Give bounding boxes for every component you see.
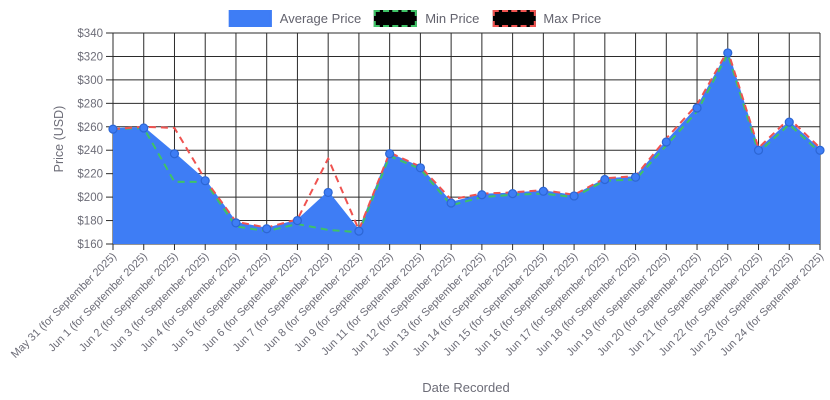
y-axis-tick-label: $160 [77, 239, 103, 251]
y-axis-tick-label: $280 [77, 98, 103, 110]
average-price-marker [538, 186, 548, 196]
chart-legend: Average Price Min Price Max Price [228, 10, 601, 27]
average-price-marker [292, 215, 303, 226]
y-axis-tick-label: $200 [77, 192, 103, 204]
min-price-legend-label: Min Price [425, 11, 480, 26]
y-axis-tick-label: $320 [77, 51, 103, 63]
y-axis-tick-label: $240 [77, 145, 103, 157]
average-price-swatch [228, 10, 272, 27]
average-price-marker [600, 174, 610, 185]
y-axis-tick-label: $260 [77, 122, 103, 134]
average-price-marker [784, 117, 794, 127]
x-axis-title: Date Recorded [422, 380, 509, 395]
average-price-marker [630, 172, 641, 182]
average-price-marker [569, 191, 579, 201]
average-price-marker [815, 145, 825, 155]
y-axis-tick-label: $340 [77, 28, 103, 40]
average-price-marker [262, 224, 272, 234]
y-axis-tick-label: $300 [77, 75, 103, 87]
legend-item-min-price[interactable]: Min Price [374, 10, 479, 27]
y-axis-tick-label: $220 [77, 169, 103, 181]
average-price-marker [139, 123, 149, 133]
average-price-area [113, 52, 820, 244]
y-axis-title: Price (USD) [52, 106, 66, 173]
average-price-marker [354, 226, 364, 236]
average-price-marker [661, 137, 671, 147]
average-price-marker [692, 103, 702, 113]
average-price-marker [446, 198, 456, 208]
average-price-marker [385, 149, 395, 159]
legend-item-max-price[interactable]: Max Price [492, 10, 601, 27]
average-price-marker [200, 176, 210, 186]
average-price-marker [415, 163, 425, 173]
average-price-marker [323, 187, 333, 198]
min-price-line [112, 53, 821, 234]
average-price-marker [477, 190, 487, 200]
average-price-marker [508, 188, 518, 199]
average-price-marker [753, 145, 764, 155]
max-price-swatch [492, 10, 536, 27]
average-price-marker [169, 149, 180, 159]
average-price-marker [723, 48, 733, 58]
legend-item-average-price[interactable]: Average Price [228, 10, 362, 27]
y-axis-tick-label: $180 [77, 216, 103, 228]
average-price-line [112, 51, 821, 233]
max-price-legend-label: Max Price [543, 11, 602, 26]
average-price-marker [108, 124, 118, 134]
average-price-marker [231, 218, 241, 228]
average-price-legend-label: Average Price [279, 11, 362, 26]
min-price-swatch [374, 10, 418, 27]
